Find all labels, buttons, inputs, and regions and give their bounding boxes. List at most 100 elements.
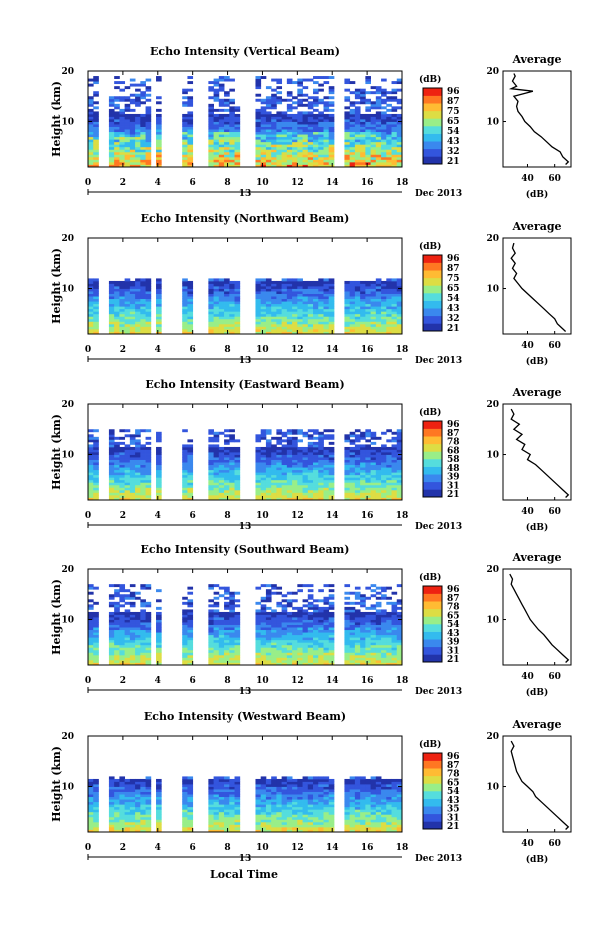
heatmap-cell xyxy=(360,449,366,453)
heatmap-cell xyxy=(297,134,303,138)
heatmap-cell xyxy=(182,124,188,127)
heatmap-cell xyxy=(281,151,288,155)
heatmap-cell xyxy=(129,161,136,165)
heatmap-cell xyxy=(318,657,324,661)
heatmap-cell xyxy=(208,161,214,165)
heatmap-cell xyxy=(386,306,392,310)
heatmap-cell xyxy=(323,303,330,307)
heatmap-cell xyxy=(354,306,361,310)
heatmap-cell xyxy=(135,474,141,478)
heatmap-cell xyxy=(386,464,392,468)
heatmap-cell xyxy=(218,141,225,145)
heatmap-cell xyxy=(281,662,288,666)
heatmap-cell xyxy=(229,639,235,643)
heatmap-cell xyxy=(323,154,330,158)
heatmap-cell xyxy=(145,316,152,320)
heatmap-cell xyxy=(276,497,283,501)
date-label: Dec 2013 xyxy=(415,356,462,366)
heatmap-cell xyxy=(260,144,267,148)
heatmap-cell xyxy=(396,444,403,448)
heatmap-cell xyxy=(88,316,94,320)
heatmap-cell xyxy=(344,316,351,320)
heatmap-cell xyxy=(182,164,188,168)
heatmap-cell xyxy=(114,154,120,158)
heatmap-cell xyxy=(381,484,387,488)
heatmap-cell xyxy=(156,624,162,628)
heatmap-cell xyxy=(354,622,361,625)
colorbar-frame xyxy=(422,87,443,165)
heatmap-cell xyxy=(229,464,235,468)
heatmap-cell xyxy=(276,446,283,450)
heatmap-cell xyxy=(255,619,262,623)
heatmap-cell xyxy=(360,318,366,322)
heatmap-cell xyxy=(307,134,314,138)
heatmap-cell xyxy=(229,323,235,327)
heatmap-cell xyxy=(313,662,319,666)
heatmap-cell xyxy=(365,439,371,443)
heatmap-cell xyxy=(292,131,298,135)
heatmap-cell xyxy=(375,647,382,651)
heatmap-cell xyxy=(375,316,382,320)
heatmap-cell xyxy=(307,156,314,160)
heatmap-cell xyxy=(119,594,126,598)
colorbar-band xyxy=(423,315,442,324)
heatmap-cell xyxy=(386,462,392,466)
heatmap-cell xyxy=(88,111,94,115)
heatmap-cell xyxy=(260,111,267,115)
heatmap-cell xyxy=(381,288,387,292)
heatmap-cell xyxy=(187,649,194,653)
heatmap-cell xyxy=(229,280,235,284)
heatmap-cell xyxy=(255,649,262,653)
heatmap-cell xyxy=(265,280,272,284)
heatmap-cell xyxy=(370,606,377,610)
heatmap-cell xyxy=(360,131,366,135)
heatmap-cell xyxy=(365,101,371,105)
heatmap-cell xyxy=(265,431,272,435)
heatmap-cell xyxy=(365,497,371,501)
heatmap-cell xyxy=(88,280,94,284)
heatmap-cell xyxy=(313,326,319,330)
heatmap-cell xyxy=(208,482,214,486)
heatmap-cell xyxy=(182,457,188,460)
heatmap-cell xyxy=(145,126,152,130)
heatmap-cell xyxy=(323,619,330,623)
heatmap-cell xyxy=(265,98,272,102)
heatmap-cell xyxy=(328,306,335,310)
profile-series-line xyxy=(510,242,567,332)
heatmap-cell xyxy=(124,614,131,618)
heatmap-cell xyxy=(114,129,120,133)
heatmap-cell xyxy=(375,622,382,625)
heatmap-cell xyxy=(182,306,188,310)
heatmap-cell xyxy=(218,121,225,125)
heatmap-cell xyxy=(255,131,262,135)
heatmap-cell xyxy=(255,622,262,625)
heatmap-cell xyxy=(156,434,162,438)
heatmap-cell xyxy=(349,288,356,292)
heatmap-cell xyxy=(360,156,366,160)
heatmap-cell xyxy=(93,657,99,661)
heatmap-cell xyxy=(182,146,188,150)
heatmap-cell xyxy=(328,601,335,605)
heatmap-cell xyxy=(349,601,356,605)
heatmap-cell xyxy=(265,642,272,646)
heatmap-cell xyxy=(119,809,126,813)
heatmap-cell xyxy=(187,604,194,608)
heatmap-cell xyxy=(108,146,115,150)
heatmap-cell xyxy=(140,83,146,87)
heatmap-cell xyxy=(145,131,152,135)
heatmap-cell xyxy=(391,467,398,471)
heatmap-cell xyxy=(124,786,131,790)
heatmap-cell xyxy=(234,321,241,325)
heatmap-cell xyxy=(187,472,194,476)
heatmap-cell xyxy=(93,799,99,803)
heatmap-cell xyxy=(297,439,303,443)
heatmap-cell xyxy=(370,119,377,122)
heatmap-cell xyxy=(88,151,94,155)
heatmap-cell xyxy=(88,313,94,317)
heatmap-cell xyxy=(286,494,293,498)
heatmap-cell xyxy=(260,611,267,615)
heatmap-cell xyxy=(386,98,392,102)
heatmap-cell xyxy=(229,98,235,102)
heatmap-cell xyxy=(375,144,382,148)
